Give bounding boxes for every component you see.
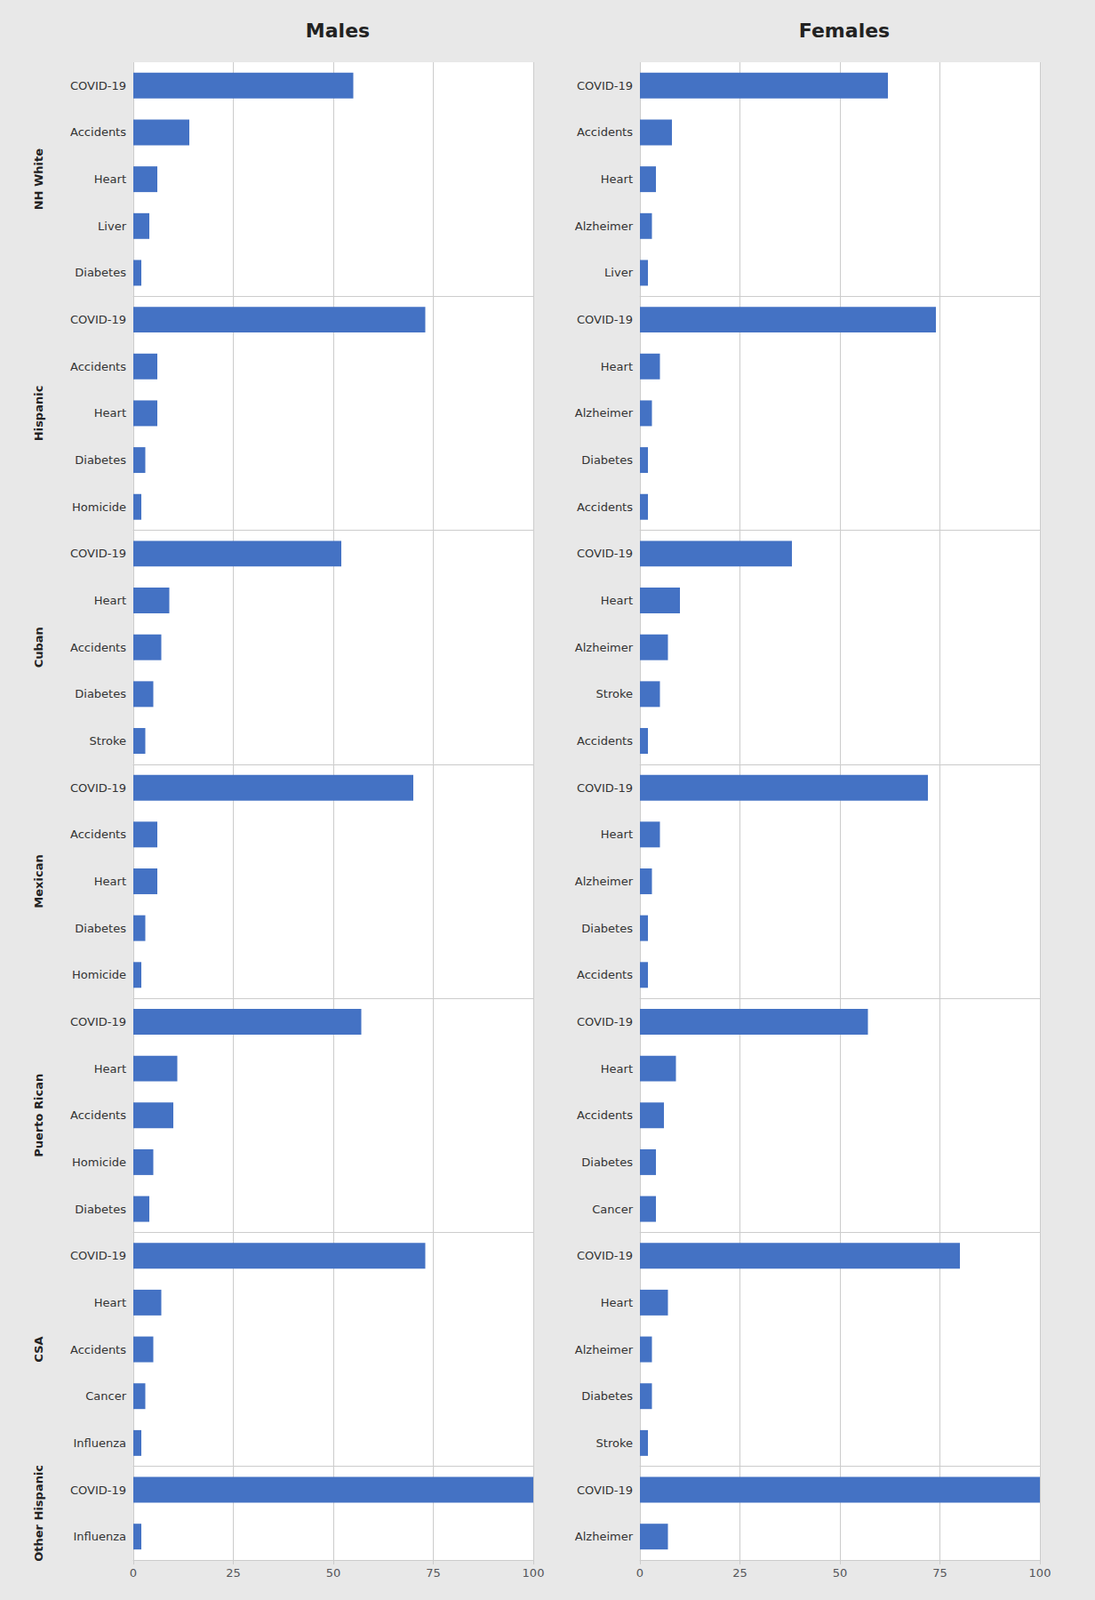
svg-text:Accidents: Accidents [70,359,127,374]
svg-text:Accidents: Accidents [576,125,633,139]
svg-text:Males: Males [305,19,370,42]
svg-text:Accidents: Accidents [576,500,633,514]
svg-text:Heart: Heart [600,359,633,374]
svg-text:Diabetes: Diabetes [74,265,127,280]
svg-text:COVID-19: COVID-19 [576,1248,633,1263]
svg-text:COVID-19: COVID-19 [70,79,127,93]
svg-text:25: 25 [225,1566,241,1580]
svg-text:Diabetes: Diabetes [581,1155,633,1169]
svg-text:Heart: Heart [600,1295,633,1310]
svg-text:Heart: Heart [600,1062,633,1076]
svg-text:Accidents: Accidents [70,827,127,841]
svg-text:Diabetes: Diabetes [581,1389,633,1403]
svg-text:25: 25 [732,1566,748,1580]
svg-text:COVID-19: COVID-19 [576,312,633,327]
svg-text:Accidents: Accidents [70,640,127,655]
svg-text:COVID-19: COVID-19 [70,1483,127,1497]
svg-text:Alzheimer: Alzheimer [575,874,634,888]
svg-text:Influenza: Influenza [72,1529,127,1543]
svg-text:Mexican: Mexican [31,854,46,908]
svg-text:Other Hispanic: Other Hispanic [31,1464,46,1562]
svg-text:Accidents: Accidents [70,125,127,139]
svg-text:Diabetes: Diabetes [74,687,127,701]
svg-text:Accidents: Accidents [576,1108,633,1122]
svg-text:Heart: Heart [600,827,633,841]
svg-text:Cancer: Cancer [591,1202,633,1216]
svg-text:0: 0 [129,1566,137,1580]
svg-text:Heart: Heart [600,172,633,186]
svg-text:Homicide: Homicide [71,1155,127,1169]
svg-text:COVID-19: COVID-19 [576,546,633,560]
svg-text:Accidents: Accidents [576,967,633,982]
svg-text:Heart: Heart [94,406,127,420]
svg-text:Accidents: Accidents [576,734,633,748]
svg-text:Alzheimer: Alzheimer [575,1529,634,1543]
svg-text:Homicide: Homicide [71,967,127,982]
svg-text:Diabetes: Diabetes [74,453,127,467]
svg-text:Diabetes: Diabetes [581,921,633,936]
svg-text:Alzheimer: Alzheimer [575,406,634,420]
svg-text:Liver: Liver [604,265,634,280]
svg-text:COVID-19: COVID-19 [70,1015,127,1029]
svg-text:Diabetes: Diabetes [74,921,127,936]
svg-text:100: 100 [1029,1566,1052,1580]
svg-text:Hispanic: Hispanic [31,385,46,442]
svg-text:Cuban: Cuban [31,626,46,668]
svg-text:Heart: Heart [94,874,127,888]
svg-text:COVID-19: COVID-19 [576,1483,633,1497]
svg-text:Heart: Heart [94,593,127,608]
svg-text:COVID-19: COVID-19 [576,79,633,93]
svg-text:75: 75 [932,1566,948,1580]
svg-text:Diabetes: Diabetes [74,1202,127,1216]
svg-text:Heart: Heart [94,1295,127,1310]
svg-text:50: 50 [832,1566,848,1580]
svg-text:0: 0 [636,1566,644,1580]
svg-text:NH White: NH White [31,148,46,211]
svg-text:Accidents: Accidents [70,1108,127,1122]
svg-text:Liver: Liver [97,219,128,233]
svg-text:Influenza: Influenza [72,1436,127,1450]
svg-text:Puerto Rican: Puerto Rican [31,1073,46,1158]
svg-text:Stroke: Stroke [596,1436,633,1450]
svg-text:COVID-19: COVID-19 [70,1248,127,1263]
svg-text:COVID-19: COVID-19 [70,781,127,795]
svg-text:Alzheimer: Alzheimer [575,640,634,655]
svg-text:COVID-19: COVID-19 [576,1015,633,1029]
svg-text:Heart: Heart [94,172,127,186]
svg-text:Cancer: Cancer [85,1389,127,1403]
svg-text:COVID-19: COVID-19 [576,781,633,795]
svg-text:Stroke: Stroke [89,734,127,748]
svg-text:Diabetes: Diabetes [581,453,633,467]
svg-text:75: 75 [425,1566,441,1580]
svg-text:COVID-19: COVID-19 [70,312,127,327]
svg-text:COVID-19: COVID-19 [70,546,127,560]
svg-text:Heart: Heart [94,1062,127,1076]
svg-text:Alzheimer: Alzheimer [575,1342,634,1357]
svg-text:Heart: Heart [600,593,633,608]
svg-text:50: 50 [326,1566,342,1580]
svg-text:100: 100 [522,1566,545,1580]
svg-text:Stroke: Stroke [596,687,633,701]
svg-text:Alzheimer: Alzheimer [575,219,634,233]
svg-text:Homicide: Homicide [71,500,127,514]
svg-text:CSA: CSA [31,1335,46,1362]
svg-text:Females: Females [799,19,890,42]
svg-text:Accidents: Accidents [70,1342,127,1357]
